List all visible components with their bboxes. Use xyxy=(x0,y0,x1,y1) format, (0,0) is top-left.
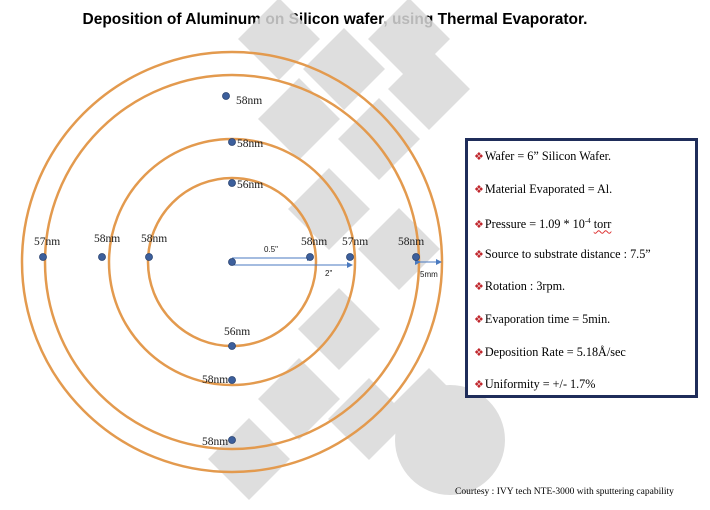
label-right-middle: 57nm xyxy=(342,236,368,248)
label-right-outer: 58nm xyxy=(398,236,424,248)
label-right-inner: 58nm xyxy=(301,236,327,248)
info-deposition-rate: ❖Deposition Rate = 5.18Å/sec xyxy=(474,344,626,359)
point-top-outer xyxy=(222,92,230,100)
diamond-bullet-icon: ❖ xyxy=(474,281,484,294)
outer-ring xyxy=(20,50,444,474)
label-top-middle: 58nm xyxy=(237,138,263,150)
diamond-bullet-icon: ❖ xyxy=(474,219,484,232)
point-bottom-outer xyxy=(228,436,236,444)
label-bottom-middle: 58nm xyxy=(202,374,228,386)
diamond-bullet-icon: ❖ xyxy=(474,183,484,196)
info-distance: ❖Source to substrate distance : 7.5” xyxy=(474,246,651,261)
point-left-outer xyxy=(39,253,47,261)
label-bottom-inner: 56nm xyxy=(224,326,250,338)
diamond-bullet-icon: ❖ xyxy=(474,379,484,392)
info-evaporation-time: ❖Evaporation time = 5min. xyxy=(474,311,611,326)
point-bottom-middle xyxy=(228,376,236,384)
diamond-bullet-icon: ❖ xyxy=(474,313,484,326)
middle-radius-label: 2" xyxy=(325,269,332,278)
label-left-middle: 58nm xyxy=(94,233,120,245)
info-uniformity: ❖Uniformity = +/- 1.7% xyxy=(474,377,596,392)
label-left-inner: 58nm xyxy=(141,233,167,245)
edge-gap-label: 5mm xyxy=(420,270,438,279)
inner-radius-label: 0.5" xyxy=(264,245,278,254)
label-left-outer: 57nm xyxy=(34,236,60,248)
point-right-middle xyxy=(346,253,354,261)
point-left-inner xyxy=(145,253,153,261)
point-right-outer xyxy=(412,253,420,261)
info-pressure: ❖Pressure = 1.09 * 10-4 torr xyxy=(474,217,612,232)
diamond-bullet-icon: ❖ xyxy=(474,248,484,261)
point-bottom-inner xyxy=(228,342,236,350)
info-rotation: ❖Rotation : 3rpm. xyxy=(474,279,566,294)
info-material: ❖Material Evaporated = Al. xyxy=(474,181,613,196)
point-left-middle xyxy=(98,253,106,261)
point-top-inner xyxy=(228,179,236,187)
diamond-bullet-icon: ❖ xyxy=(474,346,484,359)
label-top-outer: 58nm xyxy=(236,95,262,107)
info-wafer: ❖Wafer = 6” Silicon Wafer. xyxy=(474,149,612,163)
process-parameters-box: ❖Wafer = 6” Silicon Wafer. ❖Material Eva… xyxy=(465,138,698,398)
point-right-inner xyxy=(306,253,314,261)
diagram-title: Deposition of Aluminum on Silicon wafer,… xyxy=(82,11,588,28)
label-bottom-outer: 58nm xyxy=(202,436,228,448)
label-top-inner: 56nm xyxy=(237,179,263,191)
courtesy-note: Courtesy : IVY tech NTE-3000 with sputte… xyxy=(455,487,674,497)
point-top-middle xyxy=(228,138,236,146)
diamond-bullet-icon: ❖ xyxy=(474,151,484,163)
center-point xyxy=(228,258,236,266)
